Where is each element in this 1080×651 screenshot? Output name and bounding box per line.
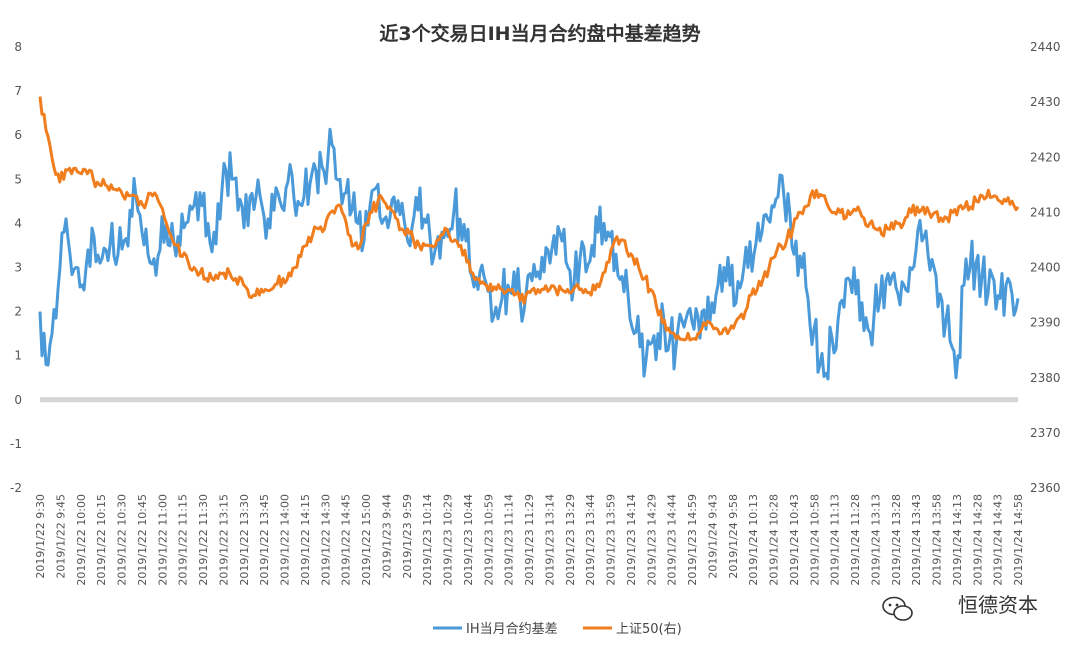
y-left-tick-label: -1 [10, 437, 22, 451]
y-right-tick-label: 2420 [1030, 150, 1061, 164]
y-left-tick-label: 4 [14, 216, 22, 230]
x-tick-label: 2019/1/23 11:29 [523, 494, 536, 586]
x-tick-label: 2019/1/24 13:58 [931, 494, 944, 586]
x-tick-label: 2019/1/23 11:14 [503, 494, 516, 586]
x-tick-label: 2019/1/23 10:14 [421, 494, 434, 586]
x-tick-label: 2019/1/23 10:59 [482, 494, 495, 586]
x-tick-label: 2019/1/22 9:30 [34, 494, 47, 579]
y-left-tick-label: 8 [14, 40, 22, 54]
left-axis: 8 7 6 5 4 3 2 1 0 -1 -2 [10, 40, 22, 495]
x-tick-label: 2019/1/23 14:14 [625, 494, 638, 586]
y-right-tick-label: 2360 [1030, 481, 1061, 495]
y-left-tick-label: 0 [14, 393, 22, 407]
x-tick-label: 2019/1/23 13:44 [584, 494, 597, 586]
y-right-tick-label: 2380 [1030, 371, 1061, 385]
y-left-tick-label: 1 [14, 349, 22, 363]
y-left-tick-label: -2 [10, 481, 22, 495]
x-tick-label: 2019/1/22 11:30 [197, 494, 210, 586]
x-tick-label: 2019/1/23 9:44 [380, 494, 393, 579]
y-right-tick-label: 2430 [1030, 95, 1061, 109]
x-tick-label: 2019/1/24 13:28 [890, 494, 903, 586]
series-line-basis [38, 127, 1020, 381]
x-tick-label: 2019/1/24 10:13 [747, 494, 760, 586]
x-tick-label: 2019/1/22 10:45 [136, 494, 149, 586]
x-tick-label: 2019/1/24 9:58 [727, 494, 740, 579]
x-tick-label: 2019/1/22 14:45 [340, 494, 353, 586]
x-tick-label: 2019/1/24 14:43 [992, 494, 1005, 586]
y-left-tick-label: 6 [14, 128, 22, 142]
x-tick-label: 2019/1/24 14:13 [951, 494, 964, 586]
y-left-tick-label: 7 [14, 84, 22, 98]
x-tick-label: 2019/1/22 15:00 [360, 494, 373, 586]
x-tick-label: 2019/1/22 14:15 [299, 494, 312, 586]
x-tick-label: 2019/1/22 13:45 [258, 494, 271, 586]
y-right-tick-label: 2410 [1030, 205, 1061, 219]
x-tick-label: 2019/1/24 10:43 [788, 494, 801, 586]
x-tick-label: 2019/1/24 14:28 [971, 494, 984, 586]
x-tick-label: 2019/1/22 14:00 [279, 494, 292, 586]
x-tick-label: 2019/1/22 10:00 [75, 494, 88, 586]
x-tick-label: 2019/1/24 11:13 [829, 494, 842, 586]
legend-label-sz50: 上证50(右) [616, 622, 682, 637]
legend-label-basis: IH当月合约基差 [466, 622, 558, 637]
x-tick-label: 2019/1/24 13:43 [910, 494, 923, 586]
wechat-icon [882, 596, 913, 621]
y-right-tick-label: 2400 [1030, 261, 1061, 275]
y-left-tick-label: 2 [14, 305, 22, 319]
x-axis: 2019/1/22 9:30 2019/1/22 9:45 2019/1/22 10… [34, 494, 1025, 586]
series-line-sz50 [38, 96, 1020, 342]
x-tick-label: 2019/1/22 10:15 [95, 494, 108, 586]
series-group [38, 96, 1020, 381]
y-right-tick-label: 2390 [1030, 316, 1061, 330]
x-tick-label: 2019/1/24 9:43 [706, 494, 719, 579]
x-tick-label: 2019/1/22 9:45 [54, 494, 67, 579]
x-tick-label: 2019/1/23 13:59 [605, 494, 618, 586]
x-tick-label: 2019/1/22 13:15 [217, 494, 230, 586]
x-tick-label: 2019/1/23 10:29 [442, 494, 455, 586]
x-tick-label: 2019/1/24 11:28 [849, 494, 862, 586]
chart-title: 近3个交易日IH当月合约盘中基差趋势 [379, 22, 700, 45]
watermark-text: 恒德资本 [958, 593, 1038, 617]
legend: IH当月合约基差 上证50(右) [433, 622, 682, 637]
y-right-tick-label: 2370 [1030, 426, 1061, 440]
x-tick-label: 2019/1/23 14:44 [666, 494, 679, 586]
watermark: 恒德资本 [882, 593, 1038, 621]
x-tick-label: 2019/1/22 14:30 [319, 494, 332, 586]
x-tick-label: 2019/1/23 9:59 [401, 494, 414, 579]
x-tick-label: 2019/1/22 10:30 [116, 494, 129, 586]
x-tick-label: 2019/1/24 10:58 [808, 494, 821, 586]
y-left-tick-label: 3 [14, 261, 22, 275]
x-tick-label: 2019/1/23 10:44 [462, 494, 475, 586]
y-left-tick-label: 5 [14, 172, 22, 186]
x-tick-label: 2019/1/24 13:13 [869, 494, 882, 586]
x-tick-label: 2019/1/24 10:28 [768, 494, 781, 586]
x-tick-label: 2019/1/23 14:59 [686, 494, 699, 586]
x-tick-label: 2019/1/22 13:30 [238, 494, 251, 586]
x-tick-label: 2019/1/23 13:29 [564, 494, 577, 586]
right-axis: 2440 2430 2420 2410 2400 2390 2380 2370 2360 [1030, 40, 1061, 495]
y-right-tick-label: 2440 [1030, 40, 1061, 54]
x-tick-label: 2019/1/23 14:29 [645, 494, 658, 586]
x-tick-label: 2019/1/22 11:15 [177, 494, 190, 586]
x-tick-label: 2019/1/23 13:14 [543, 494, 556, 586]
x-tick-label: 2019/1/22 11:00 [156, 494, 169, 586]
x-tick-label: 2019/1/24 14:58 [1012, 494, 1025, 586]
